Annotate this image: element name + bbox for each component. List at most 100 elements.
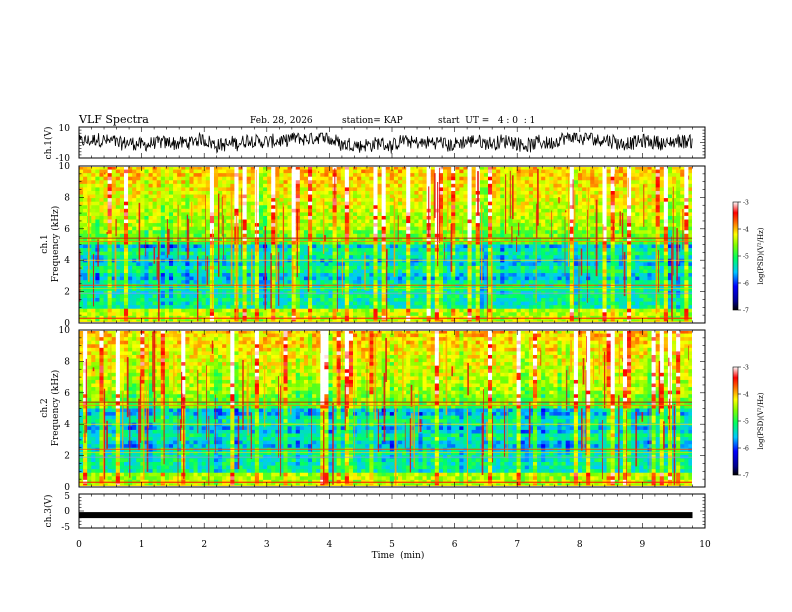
spectrogram-cell	[205, 208, 211, 213]
spectrogram-cell	[389, 255, 395, 260]
spectrogram-cell	[398, 212, 403, 217]
spectrogram-cell	[332, 201, 337, 206]
spectrogram-cell	[373, 190, 378, 195]
spectrogram-cell	[83, 308, 88, 313]
spectrogram-cell	[128, 308, 133, 313]
spectrogram-cell	[189, 233, 194, 238]
spectrogram-cell	[504, 251, 509, 256]
spectrogram-cell	[209, 305, 215, 310]
spectrogram-cell	[430, 269, 436, 274]
spectrogram-cell	[148, 169, 153, 174]
spectrogram-cell	[471, 265, 477, 270]
spectrogram-cell	[496, 294, 501, 299]
spectrogram-cell	[492, 294, 497, 299]
spectrogram-cell	[99, 230, 104, 235]
spectrogram-cell	[226, 201, 231, 206]
spectrogram-cell	[455, 244, 460, 249]
spectrogram-cell	[144, 298, 149, 302]
spectrogram-cell	[279, 187, 284, 192]
spectrogram-cell	[406, 187, 411, 192]
spectrogram-cell	[250, 180, 256, 185]
spectrogram-cell	[242, 255, 247, 260]
spectrogram-cell	[238, 201, 243, 206]
spectrogram-cell	[205, 237, 211, 242]
spectrogram-cell	[148, 308, 153, 313]
spectrogram-cell	[361, 237, 366, 242]
spectrogram-cell	[279, 273, 284, 277]
spectrogram-cell	[398, 187, 403, 192]
spectrogram-cell	[308, 208, 313, 213]
spectrogram-cell	[357, 212, 362, 217]
spectrogram-cell	[95, 183, 100, 188]
spectrogram-cell	[148, 173, 153, 178]
spectrogram-cell	[267, 248, 272, 252]
spectrogram-cell	[447, 187, 452, 192]
spectrogram-cell	[148, 298, 153, 302]
spectrogram-cell	[340, 237, 346, 242]
spectrogram-cell	[160, 223, 166, 227]
spectrogram-cell	[250, 190, 256, 195]
spectrogram-cell	[168, 276, 174, 281]
spectrogram-cell	[168, 198, 174, 202]
spectrogram-cell	[128, 269, 133, 274]
spectrogram-cell	[111, 215, 117, 220]
spectrogram-cell	[393, 301, 399, 306]
spectrogram-cell	[83, 194, 88, 199]
spectrogram-cell	[123, 215, 129, 220]
spectrogram-cell	[443, 233, 448, 238]
spectrogram-cell	[348, 233, 354, 238]
spectrogram-cell	[267, 240, 272, 245]
spectrogram-cell	[283, 226, 288, 231]
spectrogram-cell	[213, 226, 219, 231]
spectrogram-cell	[181, 305, 186, 310]
spectrogram-cell	[504, 169, 509, 174]
spectrogram-cell	[263, 212, 268, 217]
spectrogram-cell	[275, 287, 280, 292]
spectrogram-cell	[348, 173, 354, 178]
spectrogram-cell	[393, 167, 399, 170]
spectrogram-cell	[242, 301, 247, 306]
spectrogram-cell	[283, 180, 288, 185]
spectrogram-cell	[123, 248, 129, 252]
spectrogram-cell	[83, 219, 88, 224]
spectrogram-cell	[381, 215, 387, 220]
spectrogram-cell	[434, 169, 440, 174]
spectrogram-cell	[83, 294, 88, 299]
spectrogram-cell	[103, 226, 108, 231]
spectrogram-cell	[238, 301, 243, 306]
spectrogram-cell	[152, 219, 158, 224]
spectrogram-cell	[316, 248, 321, 252]
spectrogram-cell	[377, 276, 382, 281]
spectrogram-cell	[324, 187, 329, 192]
spectrogram-cell	[328, 176, 333, 181]
spectrogram-cell	[107, 319, 113, 322]
spectrogram-cell	[443, 223, 448, 227]
spectrogram-cell	[467, 269, 472, 274]
spectrogram-cell	[254, 215, 260, 220]
spectrogram-cell	[185, 190, 190, 195]
spectrogram-cell	[123, 212, 129, 217]
spectrogram-cell	[83, 237, 88, 242]
spectrogram-cell	[258, 319, 264, 322]
spectrogram-cell	[226, 212, 231, 217]
spectrogram-cell	[369, 183, 374, 188]
spectrogram-cell	[344, 219, 350, 224]
spectrogram-cell	[463, 248, 468, 252]
spectrogram-cell	[115, 265, 121, 270]
spectrogram-cell	[283, 319, 288, 322]
spectrogram-cell	[512, 176, 517, 181]
spectrogram-cell	[336, 223, 342, 227]
spectrogram-cell	[385, 273, 391, 277]
spectrogram-cell	[173, 223, 178, 227]
spectrogram-cell	[381, 194, 387, 199]
spectrogram-cell	[242, 219, 247, 224]
spectrogram-cell	[205, 167, 211, 170]
spectrogram-cell	[119, 169, 125, 174]
spectrogram-cell	[222, 298, 227, 302]
spectrogram-cell	[295, 233, 301, 238]
spectrogram-cell	[234, 190, 239, 195]
spectrogram-cell	[148, 180, 153, 185]
spectrogram-cell	[140, 255, 145, 260]
spectrogram-cell	[295, 173, 301, 178]
spectrogram-cell	[373, 262, 378, 267]
